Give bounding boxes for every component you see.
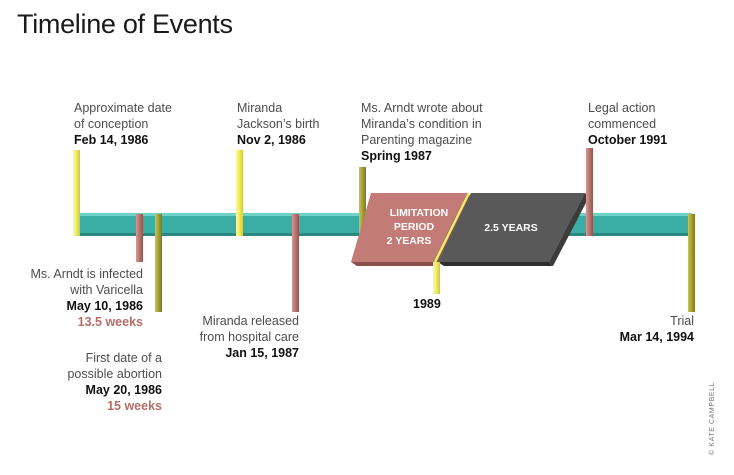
trial-marker xyxy=(688,214,695,312)
infected-label: Ms. Arndt is infected with Varicella May … xyxy=(30,267,143,329)
years-label: 2.5 YEARS xyxy=(484,222,538,234)
legal-label: Legal action commenced October 1991 xyxy=(588,101,668,147)
legal-marker xyxy=(586,148,593,236)
limitation-label-1: LIMITATION xyxy=(390,207,449,219)
parenting-marker xyxy=(359,167,366,236)
parenting-label: Ms. Arndt wrote about Miranda’s condition… xyxy=(361,101,483,163)
released-label: Miranda released from hospital care Jan 1… xyxy=(199,314,299,360)
years-period-box xyxy=(438,193,589,266)
page-title: Timeline of Events xyxy=(17,9,233,39)
conception-label: Approximate date of conception Feb 14, 19… xyxy=(74,101,172,147)
limitation-label-3: 2 YEARS xyxy=(387,235,432,247)
y1989-marker xyxy=(433,262,440,294)
period-divider-line xyxy=(433,192,471,263)
birth-marker xyxy=(236,150,243,236)
birth-label: Miranda Jackson’s birth Nov 2, 1986 xyxy=(237,101,320,147)
photo-credit: © KATE CAMPBELL xyxy=(709,381,716,455)
limitation-label-2: PERIOD xyxy=(394,221,435,233)
abortion-marker xyxy=(155,214,162,312)
abortion-label: First date of a possible abortion May 20,… xyxy=(67,351,162,413)
released-marker xyxy=(292,214,299,312)
infected-marker xyxy=(136,214,143,262)
y1989-label: 1989 xyxy=(413,297,441,311)
conception-marker xyxy=(73,150,80,236)
trial-label: Trial Mar 14, 1994 xyxy=(619,314,694,344)
